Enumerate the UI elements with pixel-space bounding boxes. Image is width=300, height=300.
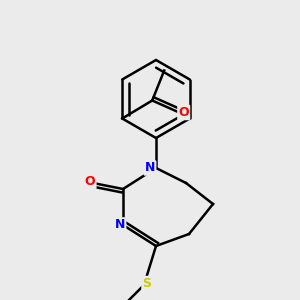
Text: O: O <box>85 175 95 188</box>
Text: O: O <box>178 106 189 119</box>
Text: N: N <box>145 161 155 175</box>
Text: S: S <box>142 277 152 290</box>
Text: N: N <box>115 218 125 232</box>
